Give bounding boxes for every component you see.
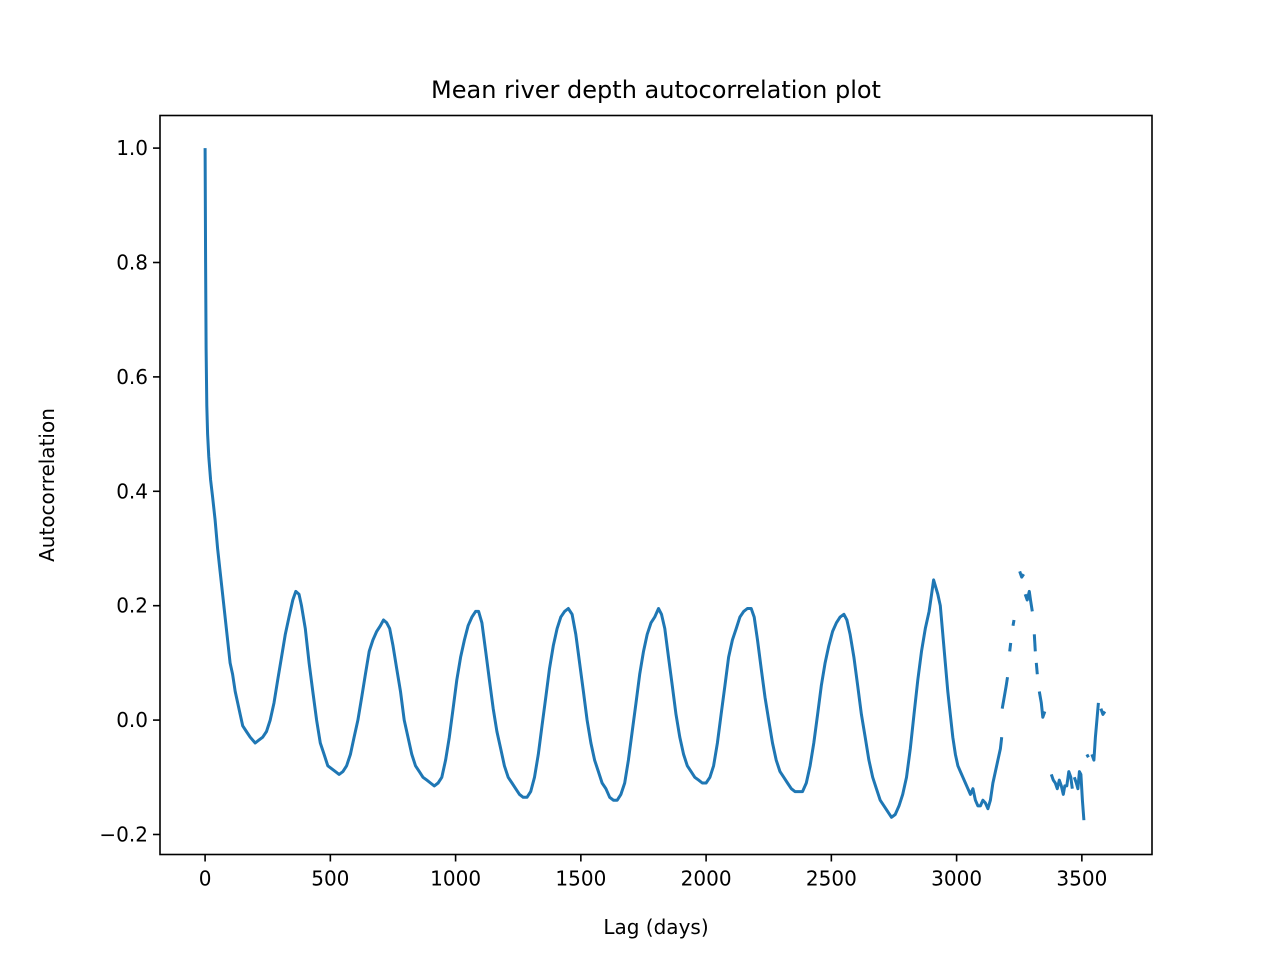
- x-tick-label: 1000: [430, 867, 481, 891]
- y-tick-label: 0.6: [116, 365, 148, 389]
- autocorrelation-line-segment: [1011, 619, 1016, 626]
- plot-lines: [203, 148, 1107, 821]
- x-tick-label: 500: [311, 867, 349, 891]
- y-tick-label: 0.2: [116, 594, 148, 618]
- x-tick-label: 3000: [931, 867, 982, 891]
- y-tick-label: 1.0: [116, 136, 148, 160]
- autocorrelation-line-segment: [1037, 691, 1047, 719]
- x-tick-label: 2500: [806, 867, 857, 891]
- autocorrelation-line-segment: [1000, 676, 1009, 709]
- autocorrelation-line-segment: [1018, 570, 1025, 579]
- autocorrelation-line-segment: [1085, 753, 1090, 758]
- y-axis-ticks: −0.2 0.0 0.2 0.4 0.6 0.8 1.0: [99, 136, 160, 846]
- x-axis-ticks: 0 500 1000 1500 2000 2500 3000 3500: [199, 854, 1107, 891]
- autocorrelation-line-segment: [1034, 662, 1039, 675]
- x-tick-label: 0: [199, 867, 212, 891]
- autocorrelation-line-segment: [1008, 642, 1013, 652]
- autocorrelation-line-segment: [1099, 708, 1107, 716]
- autocorrelation-line-segment: [1072, 770, 1086, 821]
- chart-title: Mean river depth autocorrelation plot: [431, 76, 881, 104]
- x-tick-label: 3500: [1056, 867, 1107, 891]
- y-tick-label: −0.2: [99, 822, 148, 846]
- x-axis-label: Lag (days): [603, 915, 708, 939]
- x-tick-label: 1500: [555, 867, 606, 891]
- y-axis-label: Autocorrelation: [35, 408, 59, 562]
- autocorrelation-line-segment: [1090, 702, 1100, 762]
- axes-frame: [159, 114, 1153, 856]
- autocorrelation-line-segment: [203, 148, 1004, 819]
- autocorrelation-line-segment: [1023, 589, 1034, 612]
- y-tick-label: 0.4: [116, 479, 148, 503]
- y-tick-label: 0.0: [116, 708, 148, 732]
- x-tick-label: 2000: [681, 867, 732, 891]
- autocorrelation-line-segment: [1032, 634, 1037, 652]
- autocorrelation-line-segment: [1049, 770, 1074, 796]
- y-tick-label: 0.8: [116, 250, 148, 274]
